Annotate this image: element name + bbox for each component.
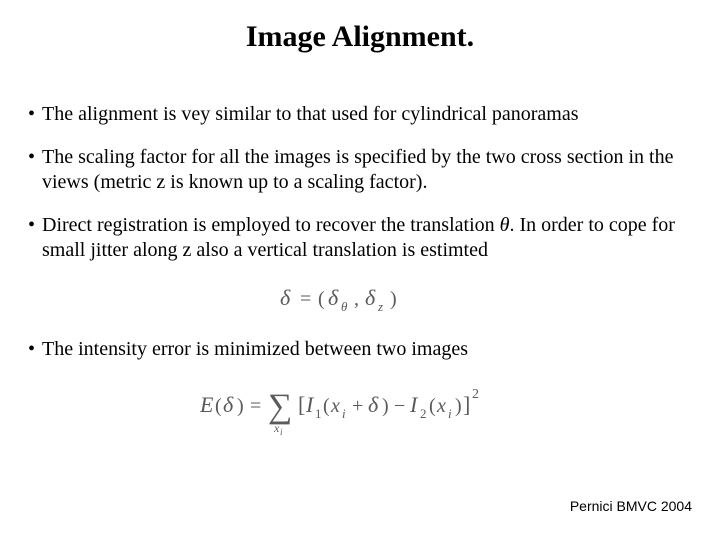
svg-text:δ: δ — [223, 392, 234, 417]
svg-text:∑: ∑ — [268, 388, 292, 425]
bullet-2: The scaling factor for all the images is… — [28, 145, 692, 195]
svg-text:(: ( — [318, 288, 325, 310]
svg-text:x: x — [436, 395, 446, 417]
svg-text:δ: δ — [280, 285, 291, 310]
bullet-list-2: The intensity error is minimized between… — [28, 337, 692, 362]
svg-text:=: = — [250, 395, 261, 417]
svg-text:I: I — [305, 392, 315, 417]
formula-delta: δ = ( δ θ , δ z ) — [28, 281, 692, 317]
svg-text:i: i — [280, 427, 283, 436]
footer-citation: Pernici BMVC 2004 — [570, 498, 692, 514]
svg-text:): ) — [455, 395, 462, 417]
bullet-4: The intensity error is minimized between… — [28, 337, 692, 362]
svg-text:2: 2 — [472, 387, 479, 402]
svg-text:2: 2 — [420, 406, 427, 421]
svg-text:δ: δ — [365, 285, 376, 310]
svg-text:]: ] — [463, 392, 470, 417]
svg-text:1: 1 — [315, 406, 322, 421]
bullet-3: Direct registration is employed to recov… — [28, 213, 692, 263]
svg-text:=: = — [300, 288, 311, 310]
slide: Image Alignment. The alignment is vey si… — [0, 0, 720, 540]
theta-symbol: θ — [500, 214, 510, 236]
formula-error: E ( δ ) = ∑ x i [ I 1 ( x i + δ ) − I — [28, 380, 692, 436]
svg-text:I: I — [409, 392, 419, 417]
svg-text:): ) — [237, 395, 244, 417]
svg-text:): ) — [382, 395, 389, 417]
svg-text:E: E — [200, 392, 214, 417]
svg-text:(: ( — [215, 395, 222, 417]
svg-text:δ: δ — [368, 392, 379, 417]
svg-text:−: − — [394, 395, 405, 417]
svg-text:(: ( — [429, 395, 436, 417]
svg-text:(: ( — [323, 395, 330, 417]
svg-text:δ: δ — [328, 285, 339, 310]
svg-text:θ: θ — [341, 299, 348, 314]
svg-text:x: x — [330, 395, 340, 417]
svg-text:z: z — [377, 299, 383, 314]
slide-title: Image Alignment. — [28, 20, 692, 54]
svg-text:x: x — [273, 421, 280, 435]
bullet-list: The alignment is vey similar to that use… — [28, 102, 692, 263]
svg-text:i: i — [342, 406, 346, 421]
bullet-3-text-a: Direct registration is employed to recov… — [42, 214, 500, 236]
svg-text:[: [ — [298, 392, 305, 417]
svg-text:,: , — [354, 288, 359, 310]
bullet-1: The alignment is vey similar to that use… — [28, 102, 692, 127]
svg-text:+: + — [352, 395, 363, 417]
svg-text:i: i — [448, 406, 452, 421]
svg-text:): ) — [390, 288, 397, 310]
